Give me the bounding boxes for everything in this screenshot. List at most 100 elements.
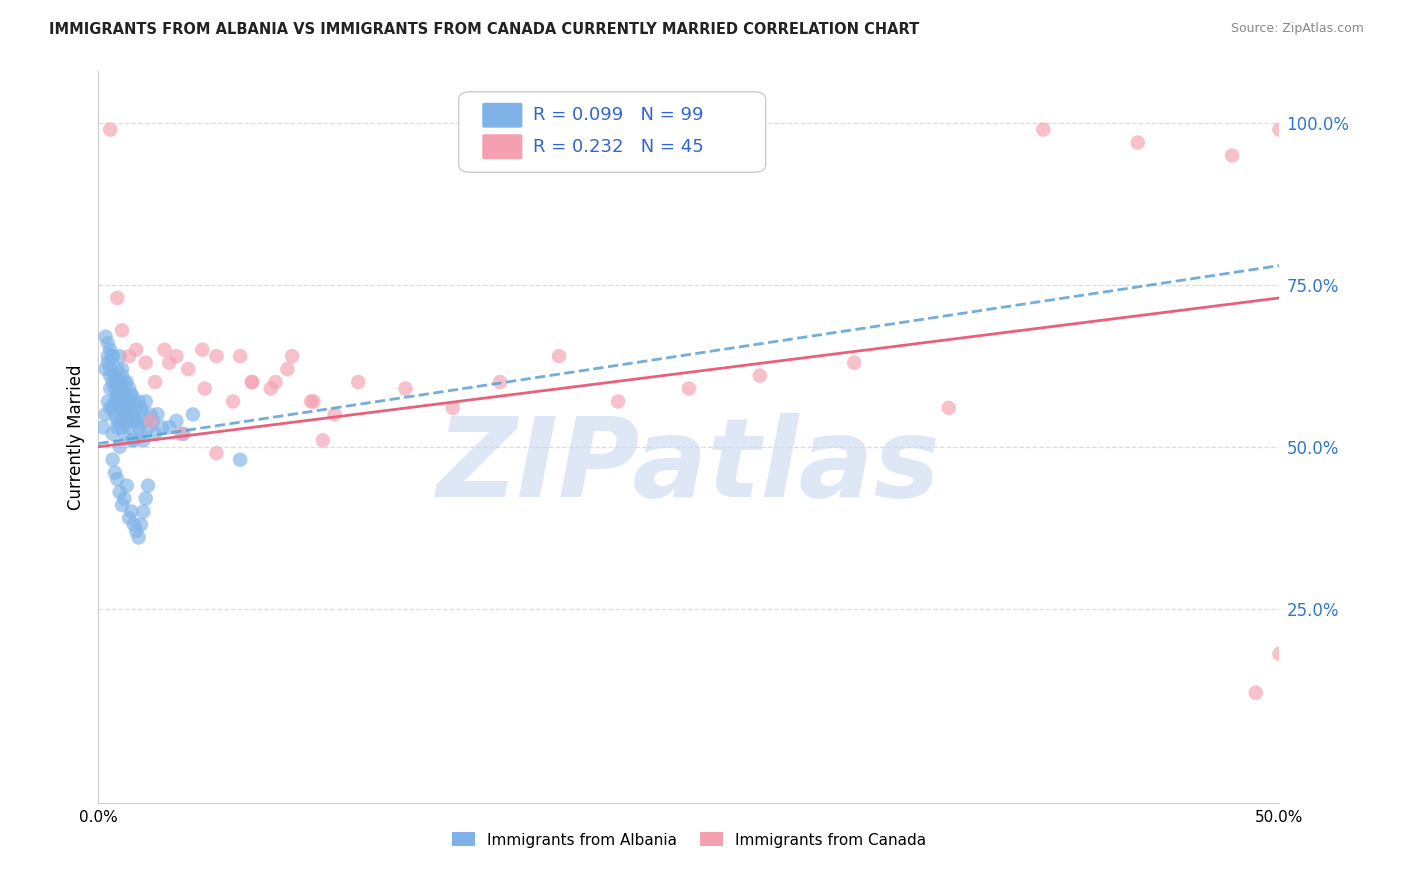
Point (115, 394, 138, 409)
Point (91, 420, 114, 434)
Point (118, 511, 141, 525)
Point (112, 426, 135, 441)
Point (146, 408, 169, 422)
Point (1126, 136, 1149, 150)
Point (118, 401, 141, 415)
Point (115, 414, 138, 428)
Point (98, 382, 121, 396)
Point (97, 349, 120, 363)
Point (394, 382, 416, 396)
Point (105, 362, 128, 376)
Point (105, 472, 128, 486)
Point (205, 349, 228, 363)
Point (142, 414, 165, 428)
Point (111, 323, 134, 337)
Point (135, 394, 157, 409)
Point (165, 349, 187, 363)
Point (105, 388, 128, 402)
Point (678, 382, 700, 396)
Point (94, 362, 117, 376)
Point (115, 408, 138, 422)
Point (101, 401, 124, 415)
Point (97, 394, 120, 409)
FancyBboxPatch shape (482, 135, 523, 159)
Point (191, 343, 214, 357)
Point (264, 375, 287, 389)
Point (229, 452, 252, 467)
Point (229, 349, 252, 363)
Point (143, 426, 166, 441)
Point (276, 362, 298, 376)
Point (111, 401, 134, 415)
Point (118, 420, 141, 434)
Point (132, 434, 155, 448)
Point (281, 349, 304, 363)
Point (108, 414, 131, 428)
Point (112, 375, 135, 389)
Point (101, 426, 124, 441)
Point (115, 375, 138, 389)
Point (128, 420, 150, 434)
Point (136, 478, 159, 492)
Point (105, 394, 128, 409)
Point (172, 426, 194, 441)
Point (312, 434, 335, 448)
Point (347, 375, 370, 389)
Point (108, 349, 131, 363)
Point (108, 401, 131, 415)
Point (129, 426, 152, 441)
Point (128, 394, 150, 409)
Point (844, 356, 866, 370)
Point (135, 414, 157, 428)
Point (122, 414, 145, 428)
Point (121, 388, 143, 402)
Point (150, 420, 173, 434)
Point (170, 426, 193, 441)
Text: R = 0.232   N = 45: R = 0.232 N = 45 (533, 137, 704, 156)
Point (157, 356, 180, 370)
Point (222, 394, 245, 409)
Point (122, 394, 145, 409)
Point (135, 491, 157, 506)
Point (97, 356, 120, 370)
Point (1220, 148, 1243, 162)
Point (105, 420, 128, 434)
Y-axis label: Currently Married: Currently Married (66, 364, 84, 510)
Point (104, 408, 127, 422)
Point (122, 517, 145, 532)
Text: IMMIGRANTS FROM ALBANIA VS IMMIGRANTS FROM CANADA CURRENTLY MARRIED CORRELATION : IMMIGRANTS FROM ALBANIA VS IMMIGRANTS FR… (49, 22, 920, 37)
Point (111, 368, 134, 383)
Point (108, 485, 131, 500)
Point (104, 375, 127, 389)
Point (181, 408, 204, 422)
Text: Source: ZipAtlas.com: Source: ZipAtlas.com (1230, 22, 1364, 36)
Legend: Immigrants from Albania, Immigrants from Canada: Immigrants from Albania, Immigrants from… (446, 826, 932, 854)
Point (607, 394, 630, 409)
Point (323, 408, 346, 422)
Point (97, 336, 120, 351)
Point (129, 401, 152, 415)
Point (139, 408, 162, 422)
Point (104, 394, 127, 409)
Point (302, 394, 325, 409)
Point (748, 368, 770, 383)
Point (105, 414, 128, 428)
Point (112, 394, 135, 409)
Point (153, 343, 176, 357)
Point (121, 388, 143, 402)
Point (125, 343, 148, 357)
Point (132, 408, 155, 422)
Point (104, 368, 127, 383)
Point (98, 368, 121, 383)
Point (111, 394, 134, 409)
Point (105, 291, 128, 305)
Point (135, 356, 157, 370)
Text: ZIPatlas: ZIPatlas (437, 413, 941, 520)
FancyBboxPatch shape (458, 92, 766, 172)
Point (98, 343, 121, 357)
Point (111, 382, 134, 396)
Point (1268, 122, 1291, 136)
Point (139, 414, 162, 428)
Point (194, 382, 217, 396)
Point (125, 414, 148, 428)
